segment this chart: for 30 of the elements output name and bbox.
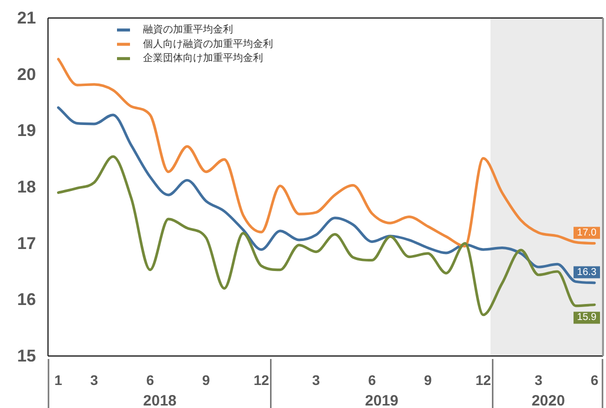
data-label: 17.0	[577, 227, 597, 238]
legend-label: 融資の加重平均金利	[143, 24, 233, 36]
y-tick-label: 19	[17, 121, 36, 140]
y-tick-label: 18	[17, 178, 36, 196]
annotation: 2018	[143, 392, 177, 408]
x-tick-label: 3	[312, 372, 320, 388]
legend-label: 企業団体向け加重平均金利	[143, 52, 263, 64]
x-tick-label: 6	[146, 372, 154, 388]
y-tick-label: 15	[17, 346, 36, 366]
x-tick-label: 1	[54, 372, 62, 388]
annotation: 2020	[532, 392, 565, 408]
annotation: 2019	[365, 392, 398, 408]
value-label: 15.9	[574, 312, 600, 324]
legend-label: 個人向け融資の加重平均金利	[143, 38, 273, 50]
x-tick-label: 12	[475, 372, 492, 388]
x-tick-label: 3	[90, 372, 98, 388]
data-label: 15.9	[577, 312, 597, 324]
y-tick-label: 21	[17, 8, 36, 28]
x-tick-label: 6	[368, 372, 376, 388]
x-tick-label: 3	[534, 372, 543, 388]
y-tick-label: 20	[17, 64, 36, 84]
data-label: 16.3	[577, 266, 597, 278]
y-tick-label: 17	[17, 234, 36, 253]
y-tick-label: 16	[17, 290, 36, 310]
x-tick-label: 9	[424, 372, 432, 388]
x-tick-label: 12	[254, 372, 270, 388]
x-tick-label: 9	[202, 372, 210, 388]
x-tick-label: 6	[590, 372, 599, 388]
value-label: 17.0	[574, 226, 600, 239]
value-label: 16.3	[574, 266, 600, 278]
